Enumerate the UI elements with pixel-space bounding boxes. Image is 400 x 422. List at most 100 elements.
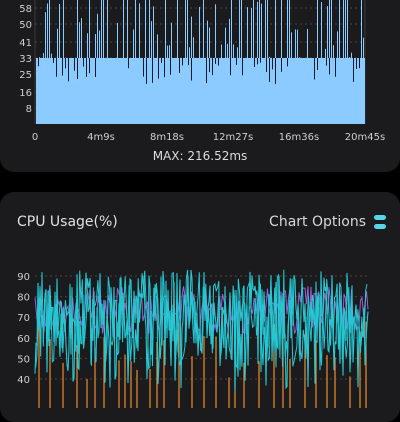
frame-spike <box>287 0 288 58</box>
frame-spike <box>57 28 58 58</box>
frame-spike <box>363 37 364 58</box>
frame-dip <box>335 58 336 77</box>
frame-spike <box>325 48 326 58</box>
frame-dip <box>56 58 57 77</box>
frame-spike <box>297 29 298 58</box>
frame-dip <box>89 58 90 74</box>
frame-dip <box>257 58 258 65</box>
cpu-y-tick-label: 60 <box>17 334 30 345</box>
frame-dip <box>356 58 357 70</box>
frame-spike <box>257 1 258 59</box>
frame-dip <box>266 58 267 73</box>
frame-spike <box>43 53 44 58</box>
cpu-y-tick-label: 90 <box>17 272 30 283</box>
frame-y-tick-label: 50 <box>19 20 32 31</box>
frame-spike <box>103 0 104 58</box>
frame-dip <box>158 58 159 79</box>
frame-dip <box>242 58 243 76</box>
chart-options-label: Chart Options <box>269 214 366 230</box>
frame-spike <box>251 8 252 58</box>
frame-dip <box>53 58 54 63</box>
frame-spike <box>97 13 98 58</box>
frame-spike <box>49 0 50 58</box>
max-frame-time-label: MAX: 216.52ms <box>152 149 248 163</box>
frame-dip <box>326 58 327 66</box>
cpu-usage-chart: 90 80 70 60 50 40 <box>17 269 369 408</box>
frame-spike <box>177 0 178 58</box>
frame-spike <box>185 0 186 58</box>
frame-spike <box>317 0 318 58</box>
frame-spike <box>233 44 234 58</box>
frame-dip <box>281 58 282 72</box>
frame-spike <box>209 27 210 58</box>
frame-spike <box>229 18 230 58</box>
chart-options-button[interactable]: Chart Options <box>269 214 386 230</box>
frame-spike <box>123 0 124 58</box>
frame-dip <box>254 58 255 67</box>
frame-dip <box>215 58 216 64</box>
frame-spike <box>267 0 268 58</box>
frame-spike <box>337 31 338 58</box>
frame-spike <box>343 0 344 58</box>
frame-spike <box>191 16 192 59</box>
frame-spike <box>95 34 96 58</box>
frame-dip <box>191 58 192 81</box>
frame-spike <box>81 18 82 58</box>
frame-spike <box>187 0 188 58</box>
cpu-usage-card: CPU Usage(%) Chart Options 90 80 70 60 50 40 <box>0 192 400 422</box>
frame-dip <box>236 58 237 65</box>
frame-dip <box>353 58 354 82</box>
frame-spike <box>275 0 276 58</box>
frame-spike <box>203 0 204 58</box>
frame-dip <box>212 58 213 76</box>
frame-time-chart: 58 50 41 33 25 16 8 0 4m9s 8m18s 12m27s 16m36s 20m4… <box>19 0 385 143</box>
cpu-y-tick-label: 70 <box>17 313 30 324</box>
frame-y-tick-label: 41 <box>19 38 32 49</box>
frame-dip <box>269 58 270 82</box>
frame-dip <box>161 58 162 63</box>
cpu-header: CPU Usage(%) Chart Options <box>17 212 386 232</box>
frame-spike <box>331 0 332 58</box>
frame-spike <box>289 0 290 58</box>
frame-spike <box>47 3 48 59</box>
frame-dip <box>230 58 231 76</box>
frame-x-tick-label: 16m36s <box>279 132 319 143</box>
frame-spike <box>133 29 134 58</box>
frame-spike <box>45 12 46 59</box>
frame-spike <box>145 0 146 58</box>
frame-spike <box>101 0 102 58</box>
frame-spike <box>225 27 226 58</box>
frame-x-tick-label: 4m9s <box>87 132 115 143</box>
frame-dip <box>83 58 84 67</box>
frame-x-tick-label: 0 <box>32 132 38 143</box>
frame-spike <box>329 0 330 58</box>
frame-dip <box>188 58 189 66</box>
frame-dip <box>206 58 207 84</box>
frame-spike <box>139 3 140 59</box>
frame-spike <box>349 57 350 58</box>
cpu-y-tick-label: 50 <box>17 354 30 365</box>
frame-dip <box>74 58 75 71</box>
frame-dip <box>260 58 261 63</box>
cpu-y-tick-label: 80 <box>17 293 30 304</box>
frame-spike <box>295 29 296 58</box>
frame-dip <box>143 58 144 77</box>
frame-spike <box>59 3 60 59</box>
frame-dip <box>128 58 129 69</box>
frame-dip <box>275 58 276 84</box>
frame-spike <box>87 33 88 58</box>
frame-spike <box>207 20 208 58</box>
frame-spike <box>89 0 90 58</box>
frame-spike <box>39 57 40 58</box>
frame-spike <box>77 0 78 58</box>
frame-spike <box>247 7 248 58</box>
frame-y-tick-label: 33 <box>19 54 32 65</box>
frame-spike <box>99 30 100 58</box>
frame-y-tick-label: 8 <box>26 104 32 115</box>
frame-dip <box>95 58 96 77</box>
frame-spike <box>151 21 152 58</box>
frame-spike <box>169 45 170 58</box>
frame-dip <box>164 58 165 78</box>
frame-dip <box>152 58 153 83</box>
frame-spike <box>107 0 108 58</box>
